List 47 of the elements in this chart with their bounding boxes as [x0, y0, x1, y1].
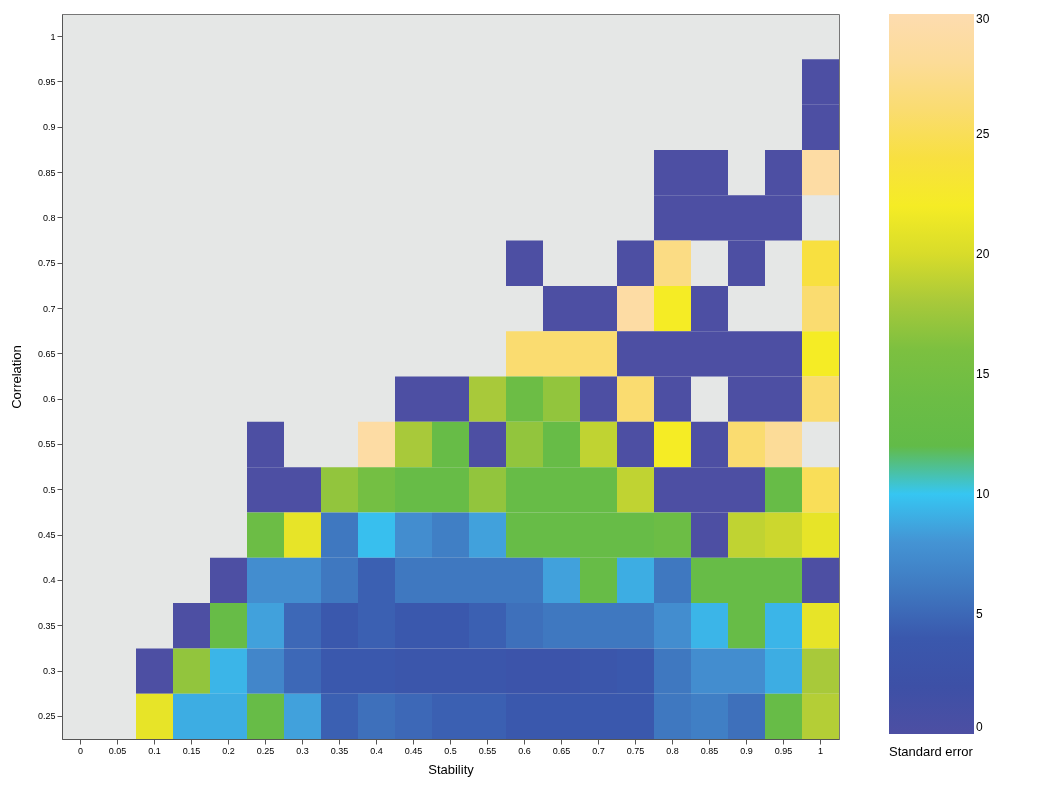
y-tick-label: 0.5	[42, 484, 56, 495]
x-tick-label: 0.45	[404, 745, 423, 756]
x-tick-label: 0.9	[740, 745, 753, 756]
x-tick-label: 0.65	[552, 745, 571, 756]
y-tick-label: 0.65	[37, 348, 56, 359]
color-bar-label: 0	[976, 720, 983, 734]
x-tick-label: 0.15	[182, 745, 201, 756]
y-tick-label: 0.6	[42, 394, 56, 405]
y-axis-title: Correlation	[8, 345, 24, 409]
x-tick-label: 0.25	[256, 745, 275, 756]
x-axis-title: Stability	[428, 761, 475, 777]
y-tick-label: 0.3	[42, 666, 56, 677]
y-tick-label: 0.8	[42, 212, 56, 223]
x-tick-label: 0.8	[666, 745, 679, 756]
color-bar-label: 25	[976, 127, 990, 141]
x-tick-label: 0	[77, 745, 84, 756]
x-tick-label: 0.6	[518, 745, 531, 756]
y-tick-label: 0.7	[42, 303, 56, 314]
x-tick-label: 0.75	[626, 745, 645, 756]
color-bar-label: 15	[976, 367, 990, 381]
x-tick-label: 0.5	[444, 745, 457, 756]
x-tick-label: 0.7	[592, 745, 605, 756]
y-tick-label: 0.75	[37, 258, 56, 269]
color-bar-label: 5	[976, 607, 983, 621]
x-tick-label: 0.55	[478, 745, 497, 756]
x-tick-label: 0.4	[370, 745, 383, 756]
y-tick-label: 0.9	[42, 122, 56, 133]
x-tick-label: 0.3	[296, 745, 309, 756]
color-bar-label: 10	[976, 487, 990, 501]
color-bar-label: 20	[976, 247, 990, 261]
y-tick-label: 0.95	[37, 76, 56, 87]
y-tick-label: 1	[50, 31, 56, 42]
y-tick-label: 0.45	[37, 530, 56, 541]
color-bar-label: 30	[976, 12, 990, 26]
y-tick-label: 0.55	[37, 439, 56, 450]
x-tick-label: 1	[817, 745, 824, 756]
y-tick-label: 0.4	[42, 575, 56, 586]
color-bar-title: Standard error	[889, 744, 974, 759]
x-tick-label: 0.95	[774, 745, 793, 756]
x-tick-label: 0.85	[700, 745, 719, 756]
y-tick-label: 0.25	[37, 711, 56, 722]
x-tick-label: 0.2	[222, 745, 235, 756]
y-tick-label: 0.35	[37, 620, 56, 631]
x-tick-label: 0.1	[148, 745, 161, 756]
x-tick-label: 0.05	[108, 745, 127, 756]
x-tick-label: 0.35	[330, 745, 349, 756]
y-tick-label: 0.85	[37, 167, 56, 178]
